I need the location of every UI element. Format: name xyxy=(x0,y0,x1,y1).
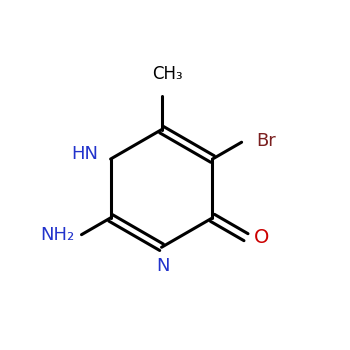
Text: Br: Br xyxy=(257,132,276,149)
Text: NH₂: NH₂ xyxy=(40,226,74,244)
Text: N: N xyxy=(156,257,170,275)
Text: O: O xyxy=(253,228,269,247)
Text: HN: HN xyxy=(71,145,98,163)
Text: CH₃: CH₃ xyxy=(152,65,183,83)
